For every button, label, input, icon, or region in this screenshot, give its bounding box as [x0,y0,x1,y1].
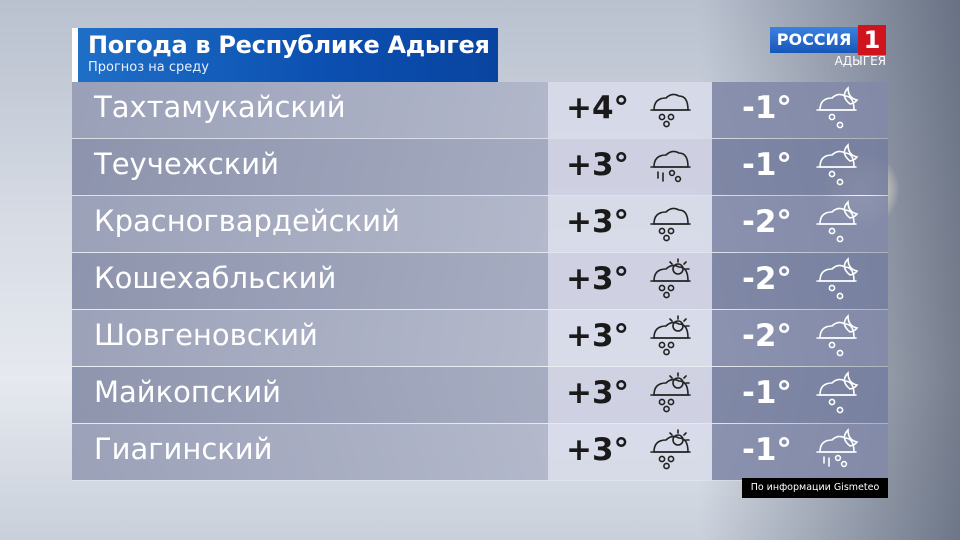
page-title: Погода в Республике Адыгея [88,31,490,59]
district-name: Красногвардейский [94,204,400,238]
moon-cloud-snow-icon [812,371,860,419]
logo-region: АДЫГЕЯ [834,54,886,68]
table-row: Красногвардейский +3° -2° [72,196,888,253]
night-forecast: -2° [712,196,888,252]
day-temperature: +3° [566,432,630,468]
night-temperature: -2° [742,261,792,297]
district-cell: Теучежский [72,139,548,195]
day-temperature: +3° [566,204,630,240]
district-name: Шовгеновский [94,318,318,352]
table-row: Гиагинский +3° -1° [72,424,888,481]
night-forecast: -1° [712,82,888,138]
day-forecast: +3° [548,424,712,480]
day-forecast: +4° [548,82,712,138]
sun-cloud-snow-icon [646,314,694,362]
night-temperature: -1° [742,90,792,126]
district-cell: Шовгеновский [72,310,548,366]
moon-cloud-snow-icon [812,86,860,134]
moon-cloud-rain-snow-icon [812,428,860,476]
forecast-table: Тахтамукайский +4° -1° Теучежский +3° -1°… [72,82,888,481]
night-temperature: -1° [742,432,792,468]
district-name: Теучежский [94,147,279,181]
district-cell: Кошехабльский [72,253,548,309]
table-row: Кошехабльский +3° -2° [72,253,888,310]
channel-logo: РОССИЯ 1 АДЫГЕЯ [770,25,890,69]
night-forecast: -2° [712,310,888,366]
night-temperature: -1° [742,375,792,411]
table-row: Майкопский +3° -1° [72,367,888,424]
table-row: Теучежский +3° -1° [72,139,888,196]
district-name: Тахтамукайский [94,90,346,124]
night-temperature: -2° [742,204,792,240]
table-row: Шовгеновский +3° -2° [72,310,888,367]
day-forecast: +3° [548,196,712,252]
district-name: Майкопский [94,375,282,409]
source-credit: По информации Gismeteo [742,478,888,498]
day-temperature: +4° [566,90,630,126]
moon-cloud-snow-icon [812,314,860,362]
night-temperature: -2° [742,318,792,354]
district-cell: Гиагинский [72,424,548,480]
moon-cloud-snow-icon [812,257,860,305]
cloud-snow-icon [646,200,694,248]
moon-cloud-snow-icon [812,143,860,191]
sun-cloud-snow-icon [646,257,694,305]
table-row: Тахтамукайский +4° -1° [72,82,888,139]
title-accent [72,28,78,82]
day-temperature: +3° [566,147,630,183]
day-forecast: +3° [548,367,712,423]
day-temperature: +3° [566,375,630,411]
district-cell: Майкопский [72,367,548,423]
logo-number: 1 [858,25,886,55]
day-temperature: +3° [566,318,630,354]
district-name: Гиагинский [94,432,273,466]
night-forecast: -1° [712,367,888,423]
day-forecast: +3° [548,253,712,309]
district-name: Кошехабльский [94,261,337,295]
page-subtitle: Прогноз на среду [88,60,209,75]
cloud-rain-snow-icon [646,143,694,191]
day-forecast: +3° [548,310,712,366]
night-forecast: -1° [712,139,888,195]
district-cell: Тахтамукайский [72,82,548,138]
logo-channel: РОССИЯ [770,27,858,53]
day-forecast: +3° [548,139,712,195]
day-temperature: +3° [566,261,630,297]
district-cell: Красногвардейский [72,196,548,252]
title-banner: Погода в Республике Адыгея Прогноз на ср… [78,28,498,82]
night-forecast: -1° [712,424,888,480]
cloud-snow-icon [646,86,694,134]
night-forecast: -2° [712,253,888,309]
sun-cloud-snow-icon [646,371,694,419]
night-temperature: -1° [742,147,792,183]
sun-cloud-snow-icon [646,428,694,476]
moon-cloud-snow-icon [812,200,860,248]
